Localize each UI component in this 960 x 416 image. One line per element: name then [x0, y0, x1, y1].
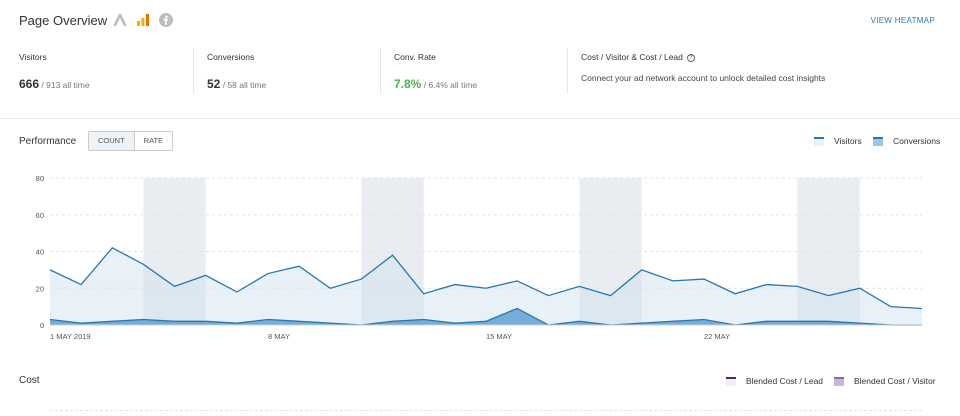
- x-tick-label: 8 MAY: [268, 332, 290, 341]
- cost-title: Cost: [19, 375, 40, 386]
- cost-description: Connect your ad network account to unloc…: [581, 73, 826, 83]
- legend-cost-visitor[interactable]: Blended Cost / Visitor: [834, 376, 936, 386]
- legend-visitors[interactable]: Visitors: [814, 136, 862, 146]
- stats-row: Visitors 666 / 913 all time Conversions …: [0, 46, 960, 96]
- legend-label: Visitors: [834, 136, 862, 146]
- legend-label: Conversions: [893, 136, 941, 146]
- y-tick-label: 40: [36, 248, 44, 257]
- toggle-rate[interactable]: RATE: [143, 136, 164, 145]
- metric-toggle: COUNT RATE: [88, 131, 174, 151]
- performance-chart[interactable]: 0 20 40 60 80 1 MAY 2019 8 MAY 15 MAY 22 MAY: [0, 165, 960, 350]
- stat-conv-rate: Conv. Rate 7.8% / 6.4% all time: [394, 46, 477, 94]
- divider: [567, 48, 568, 94]
- help-icon[interactable]: ?: [686, 54, 695, 62]
- google-ads-icon[interactable]: [113, 13, 127, 27]
- x-tick-label: 15 MAY: [486, 332, 512, 341]
- series-area-conversions: [50, 308, 922, 325]
- section-divider: [0, 118, 960, 119]
- stat-current: 52: [207, 77, 221, 91]
- stat-current: 7.8%: [394, 77, 422, 91]
- stat-conversions: Conversions 52 / 58 all time: [207, 46, 266, 94]
- stat-label: Conversions: [207, 52, 255, 62]
- legend-label: Blended Cost / Lead: [746, 376, 824, 386]
- legend-swatch: [814, 136, 824, 146]
- integration-icons: [113, 13, 173, 27]
- stat-all-time: / 6.4% all time: [421, 80, 478, 90]
- facebook-icon[interactable]: [159, 13, 173, 27]
- divider: [380, 48, 381, 94]
- header: Page Overview VIEW HEATMAP: [0, 0, 960, 42]
- legend-conversions[interactable]: Conversions: [873, 136, 940, 146]
- legend-swatch: [873, 136, 883, 146]
- performance-title: Performance: [19, 136, 77, 147]
- legend-label: Blended Cost / Visitor: [854, 376, 936, 386]
- stat-visitors: Visitors 666 / 913 all time: [19, 46, 90, 94]
- legend-swatch: [834, 376, 844, 386]
- series-line-visitors: [49, 247, 923, 310]
- stat-all-time: / 58 all time: [220, 80, 267, 90]
- series-line-conversions: [49, 307, 922, 326]
- analytics-icon[interactable]: [136, 13, 150, 27]
- y-tick-label: 0: [40, 321, 44, 330]
- stat-cost: Cost / Visitor & Cost / Lead? Connect yo…: [581, 46, 825, 94]
- toggle-count[interactable]: COUNT: [89, 132, 135, 150]
- legend-swatch: [726, 376, 736, 386]
- stat-all-time: / 913 all time: [39, 80, 90, 90]
- view-heatmap-link[interactable]: VIEW HEATMAP: [870, 16, 935, 25]
- stat-value: 666 / 913 all time: [19, 77, 90, 91]
- stat-label: Conv. Rate: [394, 52, 436, 62]
- stat-label: Cost / Visitor & Cost / Lead?: [581, 52, 825, 62]
- stat-value: 7.8% / 6.4% all time: [394, 77, 477, 91]
- stat-value: 52 / 58 all time: [207, 77, 266, 91]
- legend-cost-lead[interactable]: Blended Cost / Lead: [726, 376, 823, 386]
- cost-label: Cost / Visitor & Cost / Lead: [581, 52, 683, 62]
- y-tick-label: 80: [36, 174, 44, 183]
- stat-label: Visitors: [19, 52, 47, 62]
- cost-chart-gridline: [50, 410, 922, 411]
- y-tick-label: 20: [36, 284, 44, 293]
- page-title: Page Overview: [19, 13, 108, 28]
- x-tick-label: 22 MAY: [704, 332, 730, 341]
- y-tick-label: 60: [36, 211, 44, 220]
- x-tick-label: 1 MAY 2019: [50, 332, 91, 341]
- stat-current: 666: [19, 77, 40, 91]
- series-area-visitors: [50, 247, 922, 325]
- divider: [193, 48, 194, 94]
